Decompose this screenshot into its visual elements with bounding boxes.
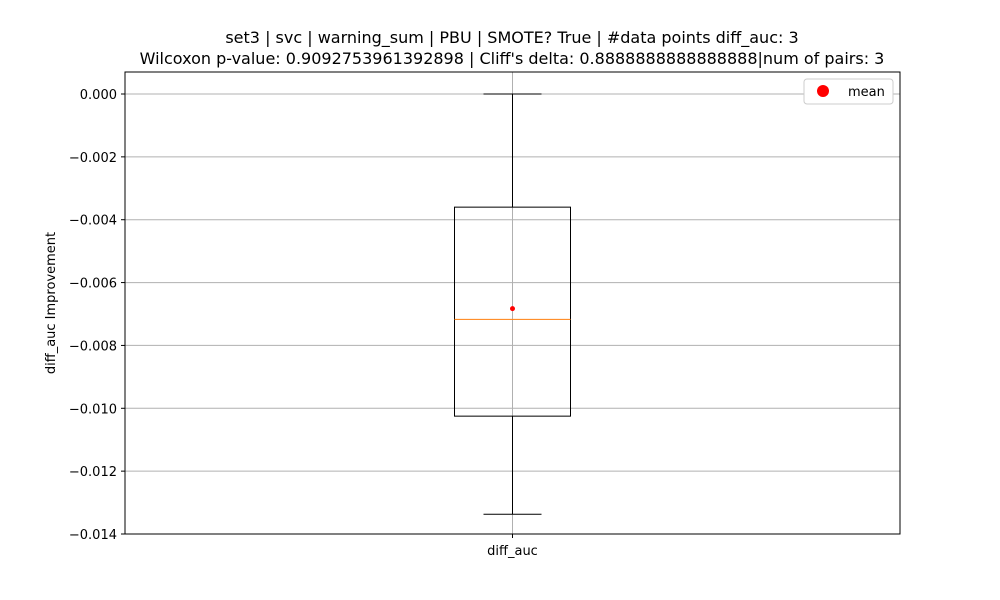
y-tick-label: 0.000 [80,88,117,103]
y-tick-label: −0.012 [69,465,117,480]
y-tick-label: −0.006 [69,277,117,292]
x-axis-ticks: diff_auc [487,534,538,559]
legend: mean [803,78,894,105]
y-axis-ticks: 0.000 −0.002 −0.004 −0.006 −0.008 −0.010 −0.01… [69,88,125,543]
legend-box [803,78,894,105]
y-tick-label: −0.014 [69,528,117,543]
y-tick-label: −0.010 [69,402,117,417]
y-tick-label: −0.004 [69,214,117,229]
iqr-box [454,206,571,417]
box-plot [454,93,571,515]
y-tick-label: −0.008 [69,339,117,354]
legend-mean-label: mean [848,85,885,100]
legend-mean-marker [817,85,829,97]
y-axis-label: diff_auc Improvement [44,232,59,374]
y-tick-label: −0.002 [69,151,117,166]
chart-subtitle: Wilcoxon p-value: 0.9092753961392898 | C… [140,49,885,68]
mean-marker [510,306,515,312]
x-tick-label: diff_auc [487,544,538,559]
chart-title: set3 | svc | warning_sum | PBU | SMOTE? … [225,28,798,48]
